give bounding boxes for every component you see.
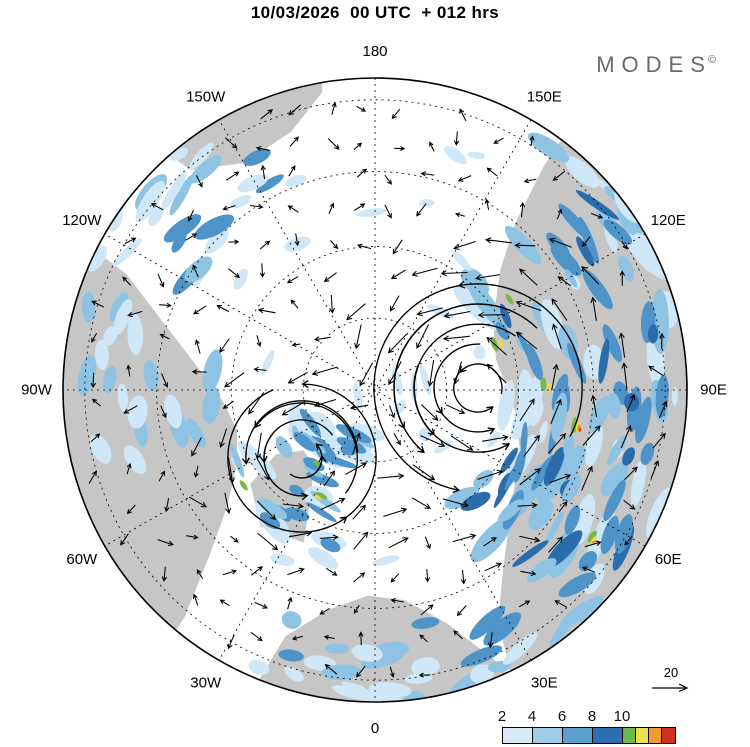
colorbar-segment (649, 728, 662, 743)
colorbar-segment (503, 728, 533, 743)
meridian-label-90W: 90W (21, 382, 53, 399)
figure-title: 10/03/2026 00 UTC + 012 hrs (250, 3, 500, 22)
colorbar-segment (593, 728, 623, 743)
meridian-label-30E: 30E (531, 675, 558, 692)
colorbar-tick: 2 (497, 708, 507, 725)
modes-logo-text: MODES (596, 52, 712, 77)
colorbar-tick: 10 (613, 708, 631, 725)
meridian-label-90E: 90E (700, 382, 727, 399)
colorbar-segment (533, 728, 563, 743)
wind-vector-field (88, 101, 668, 678)
reference-vector-value: 20 (663, 665, 679, 680)
meridian-label-0: 0 (371, 720, 379, 737)
copyright-icon: © (707, 54, 716, 66)
meridian-label-150W: 150W (186, 88, 226, 105)
meridian-label-60W: 60W (66, 551, 98, 568)
meridian-label-180: 180 (362, 43, 387, 60)
colorbar-tick: 6 (557, 708, 567, 725)
modes-logo: MODES© (596, 52, 716, 78)
graticule (63, 78, 687, 702)
colorbar-legend: 2 4 6 8 10 (498, 708, 678, 744)
meridian-label-120E: 120E (651, 212, 686, 229)
vortex-streamlines (227, 280, 583, 533)
map-boundary (62, 77, 688, 703)
reference-arrow-icon (652, 683, 689, 693)
colorbar-ticks: 2 4 6 8 10 (498, 708, 674, 727)
colorbar-segment (623, 728, 636, 743)
colorbar-tick: 4 (527, 708, 537, 725)
landmass (63, 193, 238, 702)
reference-vector-legend: 20 (648, 666, 694, 694)
colorbar-segment (636, 728, 649, 743)
meridian-label-60E: 60E (655, 551, 682, 568)
colorbar-segment (563, 728, 593, 743)
colorbar-bar (502, 727, 676, 744)
meridian-label-30W: 30W (190, 675, 222, 692)
colorbar-segment (662, 728, 675, 743)
meridian-label-120W: 120W (62, 212, 102, 229)
colorbar-tick: 8 (587, 708, 597, 725)
meridian-label-150E: 150E (527, 88, 562, 105)
